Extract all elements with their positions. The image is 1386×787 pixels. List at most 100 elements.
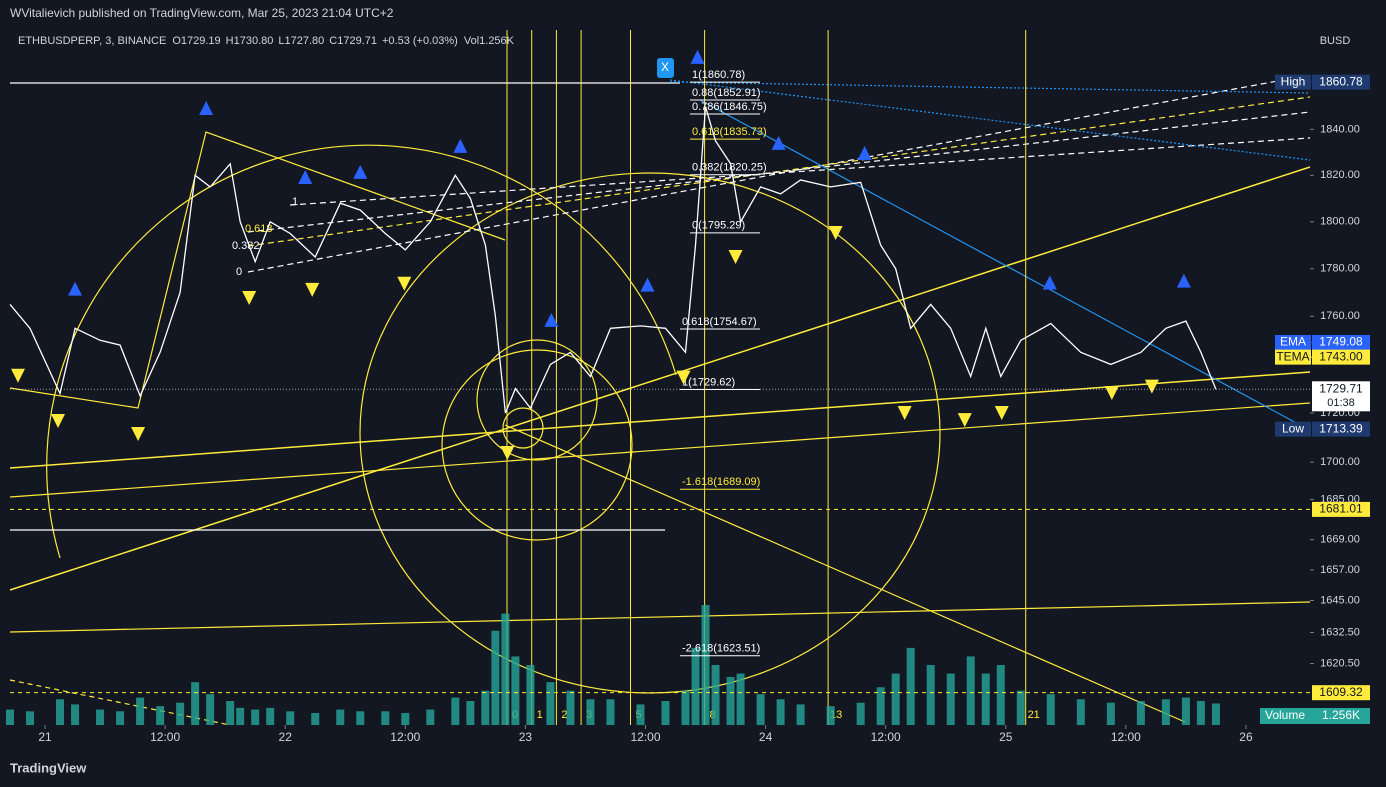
close-button[interactable]: [657, 58, 674, 78]
up-signal: [1176, 273, 1191, 288]
y-tick-label: 1669.00: [1320, 533, 1360, 545]
price-label: 1743.00: [1319, 349, 1363, 363]
price-label-box: [1312, 349, 1370, 365]
legend-text: 1729.19: [181, 35, 221, 47]
up-signal: [353, 164, 368, 179]
price-label-name-box: [1275, 334, 1311, 350]
y-tick-label: 1645.00: [1320, 594, 1360, 606]
volume-bar: [381, 711, 390, 725]
volume-bar: [546, 682, 555, 725]
legend-text: 1727.80: [285, 35, 325, 47]
down-signal: [676, 370, 691, 385]
down-signal: [897, 405, 912, 420]
volume-bar: [6, 709, 14, 725]
volume-bar: [176, 702, 185, 725]
volume-value: 1.256K: [1322, 708, 1360, 722]
down-signal: [1104, 385, 1119, 400]
x-tick-label: 12:00: [630, 730, 660, 744]
price-label-box: [1312, 685, 1370, 701]
trendline: [9, 679, 231, 726]
volume-bar: [251, 709, 260, 725]
fib-label: 0.618(1754.67): [682, 316, 757, 328]
down-signal: [51, 414, 66, 429]
volume-bar: [826, 706, 835, 725]
y-tick-label: 1700.00: [1320, 456, 1360, 468]
volume-bar: [26, 711, 35, 725]
channel-label: 0.382: [232, 240, 260, 252]
price-label-name: EMA: [1280, 335, 1306, 349]
volume-bar: [891, 673, 900, 725]
legend-text: +0.53 (+0.03%): [382, 35, 458, 47]
price-label-box: [1312, 421, 1370, 437]
down-signal: [994, 405, 1009, 420]
circle: [359, 172, 941, 694]
volume-bar: [56, 699, 65, 725]
trendline: [669, 81, 1311, 94]
channel: [289, 137, 1311, 206]
legend-text: ETHBUSDPERP, 3, BINANCE: [18, 35, 166, 47]
price-label-name: Low: [1282, 421, 1304, 435]
volume-bar: [876, 687, 885, 725]
volume-bar: [926, 665, 935, 725]
y-tick-label: 1820.00: [1320, 169, 1360, 181]
volume-bar: [236, 707, 245, 725]
volume-bar: [156, 706, 165, 725]
volume-bar: [636, 704, 645, 725]
pattern: [9, 131, 506, 409]
y-tick-label: 1840.00: [1320, 123, 1360, 135]
x-tick-label: 21: [38, 730, 52, 744]
price-label-name: High: [1281, 74, 1306, 88]
x-tick-label: 26: [1239, 730, 1253, 744]
volume-bar: [906, 647, 915, 725]
legend-line: ETHBUSDPERP, 3, BINANCE O 1729.19 H 1730.80 L…: [18, 35, 515, 47]
fib-label: 0.618(1835.73): [692, 126, 767, 138]
up-signal: [298, 169, 313, 184]
x-tick-label: 12:00: [1111, 730, 1141, 744]
legend-text: H: [226, 35, 234, 47]
price-label-name-box: [1275, 349, 1311, 365]
fib-label: 0(1795.29): [692, 220, 745, 232]
currency: BUSD: [1320, 35, 1351, 47]
volume-bar: [136, 697, 145, 725]
x-tick-label: 23: [519, 730, 533, 744]
down-signal: [131, 427, 146, 442]
up-signal: [1042, 275, 1057, 290]
legend-text: 1730.80: [234, 35, 274, 47]
trendline: [699, 99, 1301, 426]
price-label-box: [1312, 334, 1370, 350]
down-signal: [500, 446, 515, 461]
price-label: 1860.78: [1319, 74, 1363, 88]
channel-label: 0: [236, 266, 242, 278]
volume-bar: [491, 630, 500, 725]
down-signal: [305, 282, 320, 297]
volume-bar: [756, 694, 765, 725]
legend-text: 1.256K: [479, 35, 515, 47]
volume-bar: [356, 711, 365, 725]
trendline: [9, 402, 1311, 498]
fib-label: 0.786(1846.75): [692, 101, 767, 113]
volume-bar: [116, 711, 125, 725]
x-tick-label: 12:00: [390, 730, 420, 744]
y-tick-label: 1800.00: [1320, 216, 1360, 228]
up-signal: [857, 145, 872, 160]
volume-bar: [336, 709, 345, 725]
x-tick-label: 12:00: [150, 730, 180, 744]
channel: [247, 111, 1311, 233]
price-line: [9, 106, 1217, 414]
y-tick-label: 1632.50: [1320, 626, 1360, 638]
volume-bar: [466, 701, 475, 725]
volume-bar: [946, 673, 955, 725]
arc: [46, 144, 677, 559]
y-tick-label: 1760.00: [1320, 310, 1360, 322]
down-signal: [828, 226, 843, 241]
close-button-label[interactable]: X: [661, 60, 669, 74]
volume-bar: [511, 656, 520, 725]
volume-bar: [481, 690, 490, 725]
volume-bar: [501, 613, 510, 725]
volume-bar: [711, 665, 720, 725]
legend-text: 1729.71: [337, 35, 377, 47]
x-tick-label: 22: [279, 730, 293, 744]
volume-bar: [451, 697, 460, 725]
volume-bar: [1016, 690, 1025, 725]
down-signal: [11, 368, 26, 383]
